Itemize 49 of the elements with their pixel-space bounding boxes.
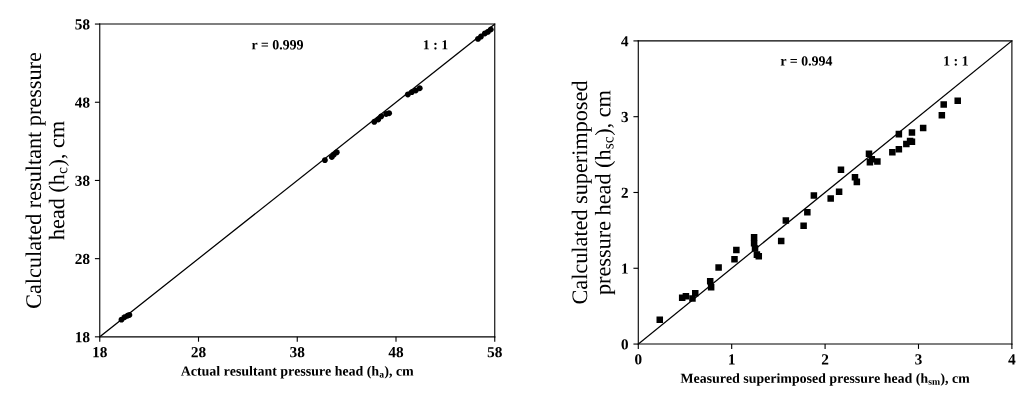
annotation: 1 : 1 xyxy=(944,56,968,66)
x-tick-label: 18 xyxy=(93,347,107,358)
point xyxy=(804,208,811,216)
y-tick-label: 48 xyxy=(74,97,90,108)
x-tick-label: 3 xyxy=(915,354,922,365)
point xyxy=(751,245,759,252)
y-tick-label: 1 xyxy=(622,263,628,274)
point xyxy=(321,157,328,164)
x-tick-label: 28 xyxy=(191,347,206,358)
point xyxy=(874,158,881,165)
point xyxy=(954,97,961,105)
x-axis-title: Measured superimposed pressure head (h$_{sm}$), cm xyxy=(680,373,970,386)
point xyxy=(810,192,818,199)
x-tick-label: 1 xyxy=(729,354,735,365)
point xyxy=(733,246,740,254)
point xyxy=(837,166,845,173)
y-tick-label: 38 xyxy=(75,175,90,186)
point xyxy=(835,188,843,195)
y-tick-label: 3 xyxy=(621,111,629,123)
x-tick-label: 2 xyxy=(821,354,829,365)
point xyxy=(800,222,807,230)
annotation: r = 0.994 xyxy=(780,56,833,66)
x-tick-label: 58 xyxy=(487,347,502,358)
point xyxy=(731,255,738,263)
y-tick-label: 4 xyxy=(621,36,629,47)
point xyxy=(895,146,903,153)
point xyxy=(827,195,834,202)
y-tick-label: 58 xyxy=(75,19,90,30)
point xyxy=(889,149,896,156)
y-tick-label: 28 xyxy=(75,253,90,265)
x-tick-label: 38 xyxy=(290,347,305,358)
x-axis-title: Actual resultant pressure head (h$_{a}$), cm xyxy=(180,365,414,379)
point xyxy=(908,129,916,136)
point xyxy=(782,217,790,224)
annotation: r = 0.999 xyxy=(251,40,304,50)
point xyxy=(416,85,423,92)
x-tick-label: 4 xyxy=(1008,354,1016,365)
point xyxy=(682,293,690,300)
y-axis-title: Calculated resultant pressure head (h$_{c}$), cm xyxy=(25,52,69,308)
x-tick-label: 0 xyxy=(635,354,642,365)
y-tick-label: 2 xyxy=(621,187,628,198)
y-tick-label: 0 xyxy=(621,339,628,350)
point xyxy=(715,264,722,271)
point xyxy=(940,101,947,108)
annotation: 1 : 1 xyxy=(423,40,448,50)
x-tick-label: 48 xyxy=(388,347,404,358)
y-tick-label: 18 xyxy=(75,331,90,343)
point xyxy=(692,290,699,297)
y-axis-title: Calculated superimposed pressure head (h$_{sc}$), cm xyxy=(571,80,616,304)
